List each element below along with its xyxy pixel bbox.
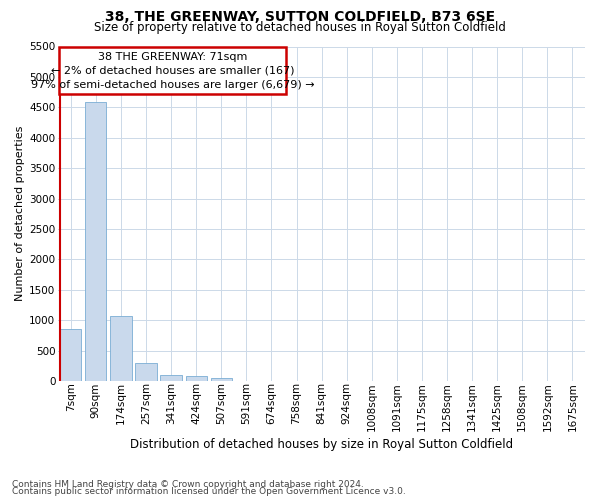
Text: 38 THE GREENWAY: 71sqm
← 2% of detached houses are smaller (167)
97% of semi-det: 38 THE GREENWAY: 71sqm ← 2% of detached … xyxy=(31,52,315,90)
Bar xyxy=(211,378,232,381)
Bar xyxy=(60,328,82,381)
Bar xyxy=(185,376,207,381)
Y-axis label: Number of detached properties: Number of detached properties xyxy=(15,126,25,302)
Bar xyxy=(160,376,182,381)
Text: 38, THE GREENWAY, SUTTON COLDFIELD, B73 6SE: 38, THE GREENWAY, SUTTON COLDFIELD, B73 … xyxy=(105,10,495,24)
Bar xyxy=(136,363,157,381)
Text: Contains public sector information licensed under the Open Government Licence v3: Contains public sector information licen… xyxy=(12,488,406,496)
Text: Size of property relative to detached houses in Royal Sutton Coldfield: Size of property relative to detached ho… xyxy=(94,21,506,34)
Text: Contains HM Land Registry data © Crown copyright and database right 2024.: Contains HM Land Registry data © Crown c… xyxy=(12,480,364,489)
Bar xyxy=(110,316,131,381)
X-axis label: Distribution of detached houses by size in Royal Sutton Coldfield: Distribution of detached houses by size … xyxy=(130,438,513,451)
Bar xyxy=(85,102,106,381)
FancyBboxPatch shape xyxy=(59,47,286,94)
